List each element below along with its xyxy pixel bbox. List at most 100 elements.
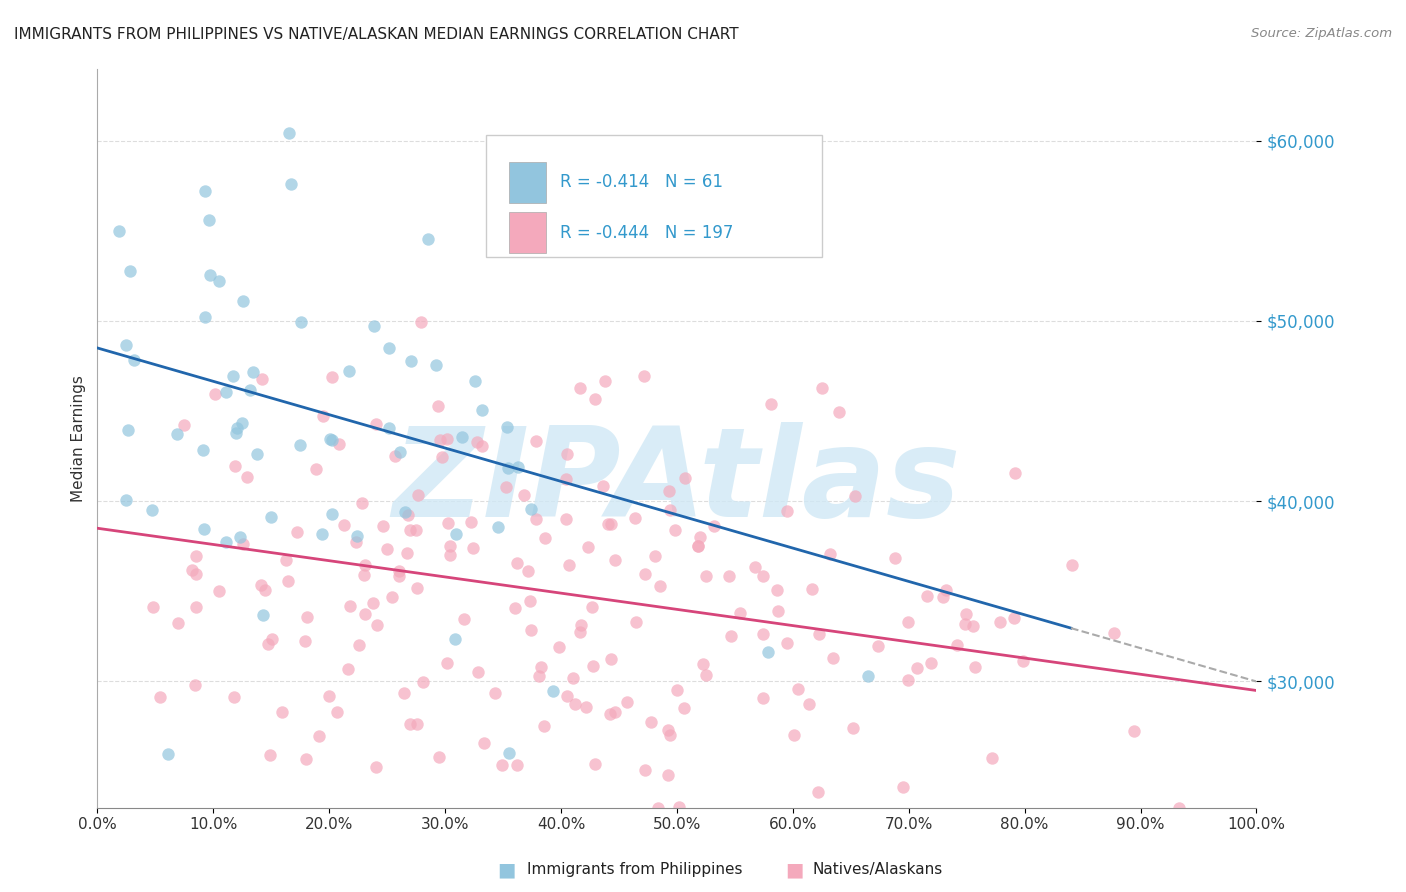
Point — [115, 337, 138, 351]
Point — [353, 568, 375, 582]
Point — [271, 705, 294, 719]
Point — [252, 372, 274, 386]
Point — [897, 615, 920, 629]
Point — [274, 552, 297, 566]
Point — [245, 447, 267, 461]
Point — [242, 366, 264, 380]
Point — [321, 370, 343, 384]
Point — [568, 624, 591, 639]
Point — [953, 616, 976, 631]
Point — [844, 489, 866, 503]
Point — [657, 768, 679, 782]
Point — [184, 549, 207, 563]
Point — [398, 716, 420, 731]
Point — [659, 503, 682, 517]
Point — [808, 627, 831, 641]
Text: Natives/Alaskans: Natives/Alaskans — [813, 863, 943, 877]
Point — [776, 504, 799, 518]
Point — [366, 618, 388, 632]
Point — [453, 612, 475, 626]
Point — [576, 540, 599, 554]
Point — [250, 578, 273, 592]
Point — [787, 682, 810, 697]
Point — [623, 510, 645, 524]
Point — [541, 683, 564, 698]
Point — [821, 651, 844, 665]
Point — [599, 652, 621, 666]
Point — [593, 374, 616, 388]
Point — [897, 673, 920, 687]
Point — [768, 604, 790, 618]
Point — [695, 667, 717, 681]
Point — [465, 435, 488, 450]
Point — [569, 381, 592, 395]
Point — [405, 581, 427, 595]
Bar — [509, 162, 546, 202]
Point — [439, 539, 461, 553]
Text: ■: ■ — [785, 860, 804, 880]
Point — [198, 268, 221, 282]
Point — [311, 526, 333, 541]
Point — [508, 460, 530, 475]
Point — [519, 594, 541, 608]
Point — [634, 567, 657, 582]
Point — [149, 690, 172, 704]
Point — [363, 319, 385, 334]
Point — [328, 437, 350, 451]
Point — [389, 445, 412, 459]
Point — [717, 569, 740, 583]
Point — [406, 488, 429, 502]
Point — [388, 569, 411, 583]
Point — [600, 517, 623, 532]
Point — [988, 615, 1011, 629]
Point — [720, 629, 742, 643]
Point — [905, 661, 928, 675]
Point — [191, 442, 214, 457]
Point — [194, 184, 217, 198]
Point — [439, 548, 461, 562]
Point — [856, 669, 879, 683]
Point — [807, 785, 830, 799]
Point — [657, 723, 679, 737]
Point — [752, 691, 775, 706]
Point — [198, 213, 221, 227]
Point — [388, 564, 411, 578]
Point — [495, 480, 517, 494]
Point — [756, 645, 779, 659]
Text: R = -0.444   N = 197: R = -0.444 N = 197 — [560, 224, 733, 242]
Point — [583, 392, 606, 407]
Y-axis label: Median Earnings: Median Earnings — [72, 375, 86, 501]
Point — [114, 493, 136, 508]
Point — [444, 527, 467, 541]
Point — [167, 616, 190, 631]
Point — [239, 383, 262, 397]
Point — [184, 678, 207, 692]
Point — [728, 606, 751, 620]
Point — [215, 385, 238, 400]
Point — [883, 551, 905, 566]
Point — [384, 449, 406, 463]
Point — [425, 358, 447, 372]
Point — [505, 600, 527, 615]
Point — [561, 672, 583, 686]
Point — [534, 532, 557, 546]
Point — [648, 579, 671, 593]
Point — [308, 729, 330, 743]
Point — [215, 535, 238, 549]
Point — [354, 558, 377, 572]
Point — [1004, 466, 1026, 480]
Point — [108, 223, 131, 237]
Point — [598, 517, 620, 532]
Point — [118, 264, 141, 278]
Point — [495, 419, 517, 434]
Point — [672, 700, 695, 714]
Point — [375, 541, 398, 556]
Point — [554, 512, 576, 526]
Point — [290, 438, 312, 452]
Point — [658, 728, 681, 742]
Point — [294, 634, 316, 648]
Point — [945, 638, 967, 652]
Point — [350, 496, 373, 510]
Point — [665, 683, 688, 698]
Point — [599, 707, 621, 722]
